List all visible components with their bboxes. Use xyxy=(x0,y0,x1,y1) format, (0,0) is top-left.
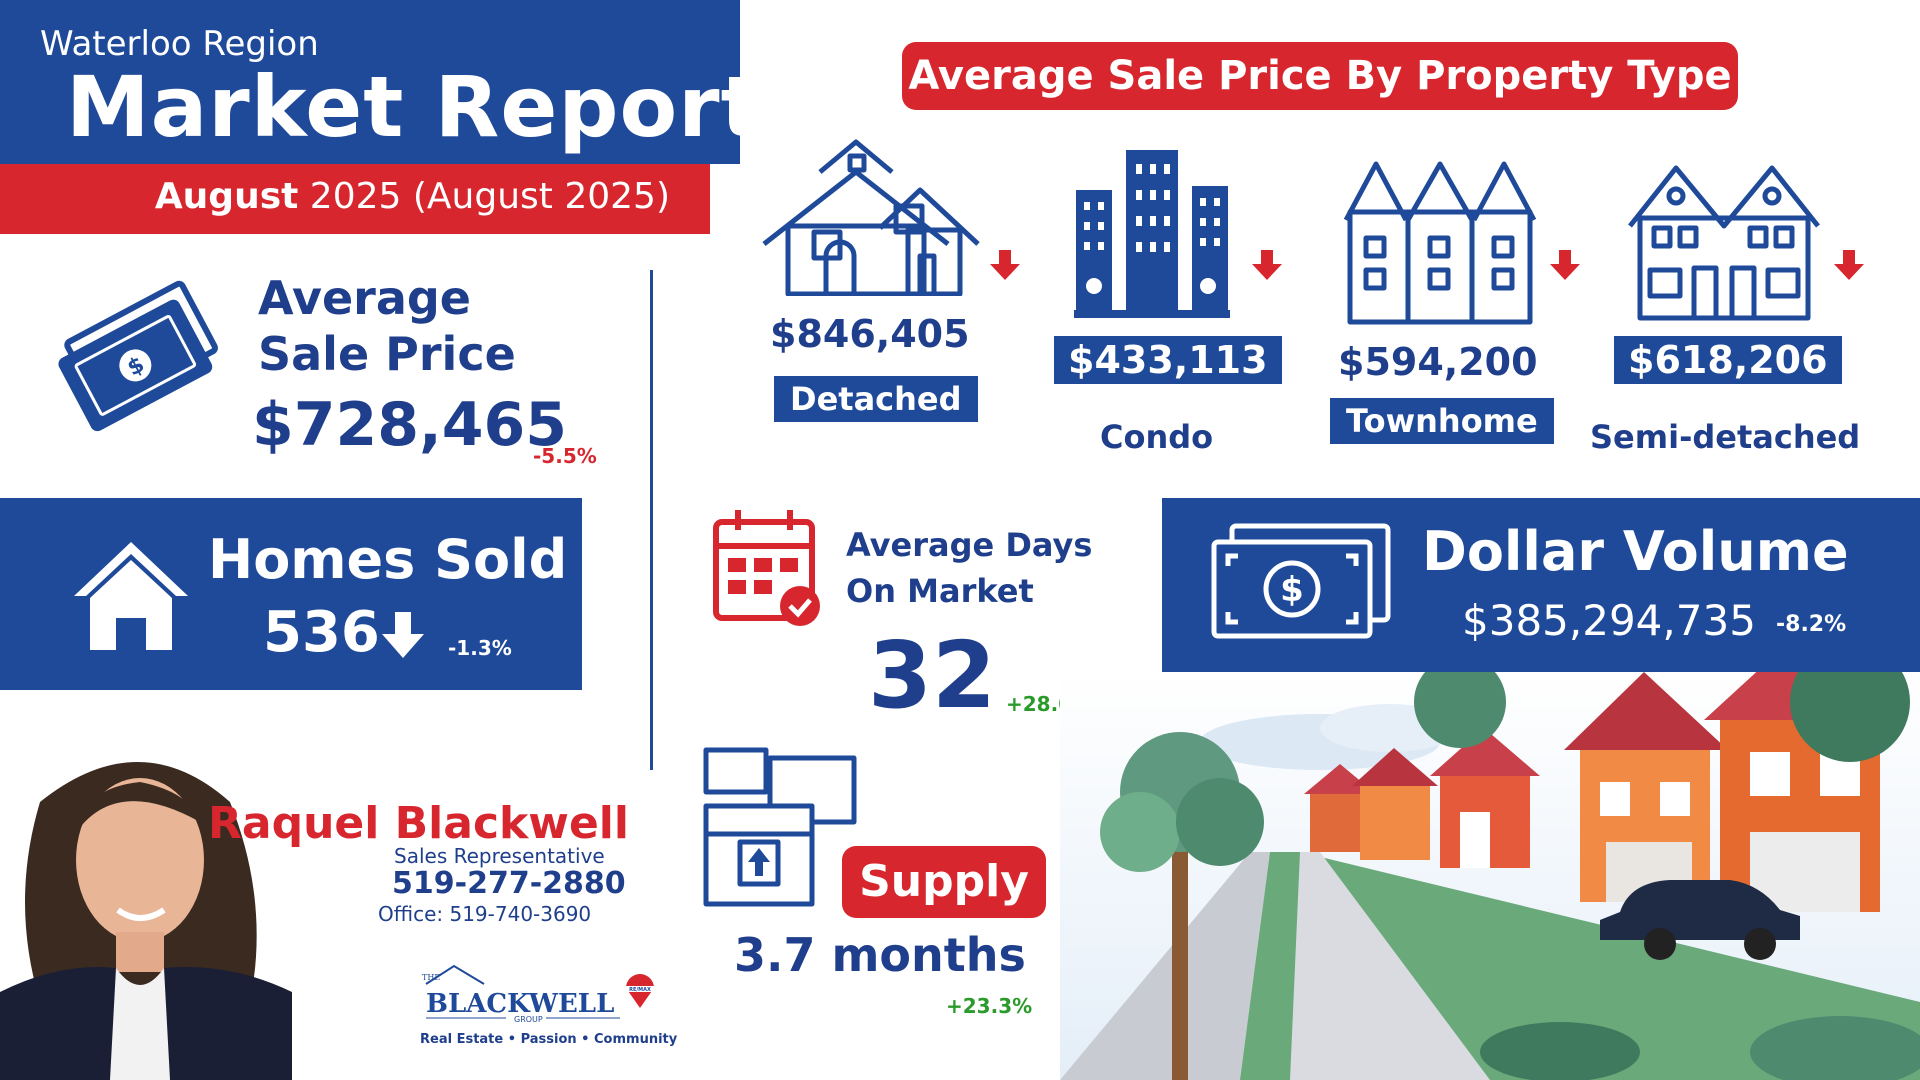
condo-label: Condo xyxy=(1100,418,1214,456)
blackwell-group-logo: THE BLACKWELL GROUP RE/MAX xyxy=(422,964,654,1024)
dollar-bill-icon: $ xyxy=(1211,523,1391,639)
arrow-down-icon xyxy=(990,250,1020,280)
property-type-title: Average Sale Price By Property Type xyxy=(908,53,1732,99)
dom-title-line2: On Market xyxy=(846,572,1034,610)
detached-price: $846,405 xyxy=(770,312,970,356)
dollar-volume-title: Dollar Volume xyxy=(1422,520,1849,583)
detached-house-icon xyxy=(762,139,980,296)
supply-title: Supply xyxy=(859,856,1029,907)
homes-sold-title: Homes Sold xyxy=(208,528,568,591)
date-bar: August 2025 (August 2025) xyxy=(0,164,710,234)
supply-change: +23.3% xyxy=(946,994,1033,1018)
report-period: 2025 (August 2025) xyxy=(309,176,670,217)
svg-text:$: $ xyxy=(1280,570,1304,610)
supply-header: Supply xyxy=(842,846,1046,918)
region-label: Waterloo Region xyxy=(40,24,319,64)
agent-office-phone[interactable]: Office: 519-740-3690 xyxy=(378,902,592,926)
homes-sold-value: 536 xyxy=(263,600,380,665)
arrow-down-icon xyxy=(382,612,424,658)
report-title: Market Report xyxy=(66,58,762,156)
average-sale-price-value: $728,465 xyxy=(252,390,568,460)
average-sale-price-change: -5.5% xyxy=(533,444,597,468)
semi-detached-price: $618,206 xyxy=(1614,336,1842,384)
townhome-icon xyxy=(1343,161,1537,325)
arrow-down-icon xyxy=(1252,250,1282,280)
title-banner xyxy=(0,0,740,164)
townhome-label: Townhome xyxy=(1330,398,1554,444)
asp-title-line1: Average xyxy=(258,271,471,325)
svg-text:RE/MAX: RE/MAX xyxy=(629,987,651,993)
money-bills-icon: $ xyxy=(58,280,218,432)
report-date: August 2025 (August 2025) xyxy=(155,176,670,217)
semi-detached-label: Semi-detached xyxy=(1590,418,1861,456)
agent-phone[interactable]: 519-277-2880 xyxy=(392,866,626,901)
dollar-volume-value: $385,294,735 xyxy=(1462,596,1756,645)
condo-building-icon xyxy=(1074,150,1230,318)
vertical-divider xyxy=(650,270,653,770)
agent-role: Sales Representative xyxy=(394,844,605,868)
homes-sold-change: -1.3% xyxy=(448,636,512,660)
agent-portrait xyxy=(0,762,292,1080)
logo-tagline: Real Estate • Passion • Community xyxy=(420,1032,678,1047)
property-type-header: Average Sale Price By Property Type xyxy=(902,42,1738,110)
report-month: August xyxy=(154,176,299,217)
neighborhood-illustration xyxy=(1060,672,1920,1080)
supply-value: 3.7 months xyxy=(734,928,1026,982)
arrow-down-icon xyxy=(1834,250,1864,280)
average-sale-price-title: Average Sale Price xyxy=(258,270,578,382)
boxes-icon xyxy=(703,747,857,907)
dom-title-line1: Average Days xyxy=(846,526,1093,564)
arrow-down-icon xyxy=(1550,250,1580,280)
townhome-price: $594,200 xyxy=(1338,340,1538,384)
days-on-market-title: Average Days On Market xyxy=(846,522,1166,614)
semi-detached-icon xyxy=(1628,165,1820,321)
detached-label: Detached xyxy=(774,376,978,422)
asp-title-line2: Sale Price xyxy=(258,327,516,381)
house-icon xyxy=(74,542,188,650)
condo-price: $433,113 xyxy=(1054,336,1282,384)
days-on-market-value: 32 xyxy=(868,622,997,729)
dollar-volume-change: -8.2% xyxy=(1776,612,1847,637)
svg-text:THE: THE xyxy=(422,973,440,982)
svg-text:GROUP: GROUP xyxy=(514,1015,543,1024)
agent-name: Raquel Blackwell xyxy=(208,798,629,849)
calendar-icon xyxy=(713,510,820,626)
svg-text:BLACKWELL: BLACKWELL xyxy=(426,989,614,1019)
